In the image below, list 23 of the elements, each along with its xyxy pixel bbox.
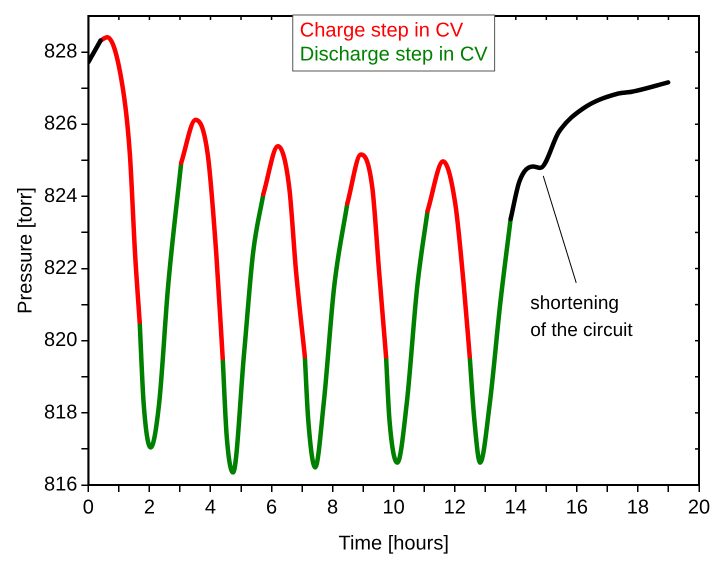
x-tick-label: 12 [444, 496, 466, 519]
y-tick-label: 824 [44, 184, 78, 207]
x-tick-label: 18 [626, 496, 650, 519]
text: Charge step in CV [300, 20, 464, 42]
y-tick-label: 826 [44, 112, 78, 135]
x-tick-label: 14 [504, 496, 527, 519]
x-tick-label: 20 [688, 496, 710, 519]
y-tick-label: 828 [44, 40, 78, 63]
y-tick-label: 822 [44, 257, 78, 280]
x-tick-label: 16 [566, 496, 588, 519]
y-tick-label: 820 [44, 329, 78, 352]
x-tick-label: 4 [204, 496, 216, 519]
x-tick-label: 2 [144, 496, 155, 519]
x-tick-label: 6 [266, 496, 278, 519]
annotation: shortening of the circuit [530, 292, 634, 341]
text: Discharge step in CV [300, 44, 488, 66]
x-tick-label: 8 [327, 496, 338, 519]
y-tick-label: 818 [44, 401, 78, 424]
x-tick-label: 0 [82, 496, 94, 519]
y-tick-label: 816 [44, 474, 78, 496]
y-axis-title: Pressure [torr] [14, 187, 37, 314]
x-tick-label: 10 [382, 496, 405, 519]
x-axis-title: Time [hours] [338, 532, 449, 555]
